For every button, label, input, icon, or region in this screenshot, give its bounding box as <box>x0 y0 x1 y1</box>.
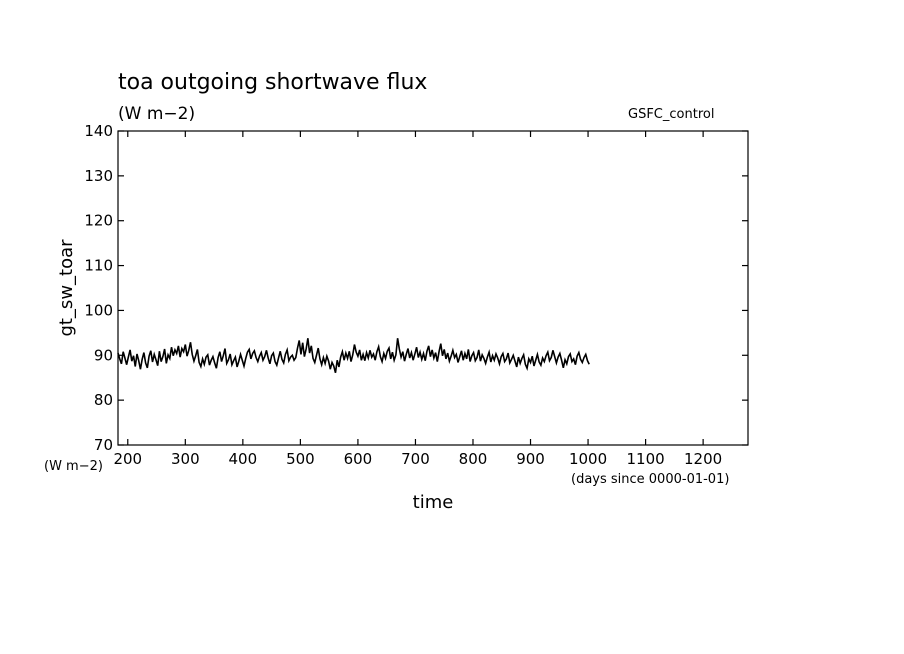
chart-title: toa outgoing shortwave flux <box>118 70 427 95</box>
y-tick-label: 110 <box>84 257 113 275</box>
x-tick-label: 500 <box>286 450 315 468</box>
x-axis-ticks: 200 300 400 500 600 700 800 900 1000 1100 1200 <box>113 131 722 468</box>
x-tick-label: 300 <box>171 450 200 468</box>
y-tick-label: 70 <box>94 436 113 454</box>
y-tick-label: 80 <box>94 391 113 409</box>
x-tick-label: 200 <box>113 450 142 468</box>
y-tick-label: 100 <box>84 301 113 319</box>
chart-subtitle: (W m−2) <box>118 104 195 124</box>
y-tick-label: 140 <box>84 122 113 140</box>
series-line <box>117 338 590 373</box>
x-axis-label: time <box>413 492 454 513</box>
dataset-label: GSFC_control <box>628 107 714 122</box>
y-axis-label: gt_sw_toar <box>56 239 77 337</box>
x-tick-label: 1000 <box>569 450 607 468</box>
y-tick-label: 120 <box>84 212 113 230</box>
x-units-label: (days since 0000-01-01) <box>571 472 729 487</box>
y-tick-label: 90 <box>94 346 113 364</box>
x-tick-label: 600 <box>344 450 373 468</box>
x-tick-label: 400 <box>229 450 258 468</box>
x-tick-label: 900 <box>516 450 545 468</box>
x-tick-label: 1200 <box>684 450 722 468</box>
y-axis-ticks: 70 80 90 100 110 120 130 140 <box>84 122 748 454</box>
x-tick-label: 800 <box>459 450 488 468</box>
x-tick-label: 1100 <box>626 450 664 468</box>
plot-area-frame <box>117 130 749 446</box>
y-tick-label: 130 <box>84 167 113 185</box>
x-tick-label: 700 <box>401 450 430 468</box>
y-units-label: (W m−2) <box>44 459 103 474</box>
